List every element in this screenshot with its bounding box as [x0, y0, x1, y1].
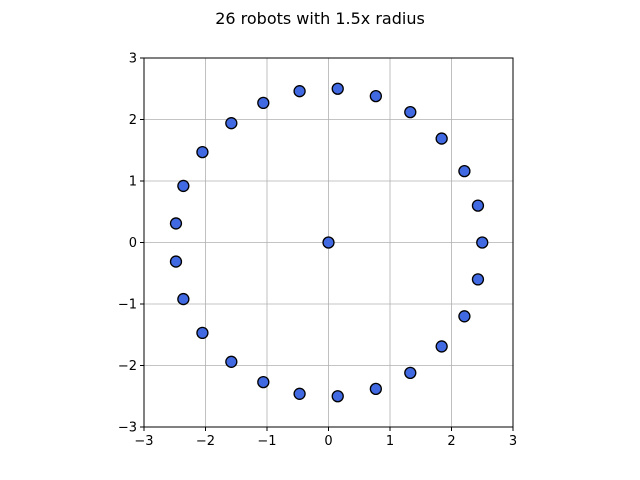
x-tick-label: −3 — [134, 434, 153, 449]
robot-point-22 — [404, 366, 417, 380]
robot-point-12 — [177, 179, 190, 193]
robot-point-8 — [293, 85, 306, 98]
robot-point-15 — [177, 292, 190, 306]
x-tick-label: 3 — [509, 434, 517, 449]
robot-point-24 — [458, 310, 471, 323]
robot-point-6 — [369, 89, 383, 103]
y-tick-label: 2 — [129, 113, 137, 128]
robot-point-20 — [331, 390, 344, 403]
y-tick-label: 0 — [129, 236, 137, 251]
robot-point-23 — [435, 340, 448, 353]
robot-point-2 — [471, 199, 485, 212]
robot-point-16 — [196, 326, 209, 340]
robot-point-3 — [458, 165, 471, 178]
robot-point-10 — [225, 117, 238, 130]
axis-ticks: −3 −2 −1 0 1 2 3 −3 −2 −1 0 1 2 3 — [118, 52, 517, 450]
y-tick-label: −1 — [118, 298, 137, 313]
robot-point-9 — [257, 96, 270, 110]
robot-point-17 — [225, 355, 238, 368]
robot-point-7 — [331, 82, 344, 95]
robot-point-5 — [404, 105, 417, 119]
robot-point-18 — [257, 375, 270, 389]
x-tick-label: −2 — [196, 434, 215, 449]
x-tick-label: 2 — [447, 434, 455, 449]
robot-point-0 — [322, 236, 335, 249]
y-tick-label: −2 — [118, 359, 137, 374]
y-tick-label: 1 — [129, 175, 137, 190]
robot-point-11 — [196, 145, 209, 159]
robot-point-19 — [293, 387, 306, 400]
robot-point-1 — [476, 236, 489, 249]
y-tick-label: 3 — [129, 52, 137, 67]
robot-point-4 — [435, 132, 448, 145]
data-points — [169, 82, 489, 403]
chart-title: 26 robots with 1.5x radius — [215, 9, 425, 28]
robot-point-25 — [471, 273, 485, 286]
robot-point-14 — [169, 255, 183, 268]
x-tick-label: −1 — [257, 434, 276, 449]
y-tick-label: −3 — [118, 421, 137, 436]
x-tick-label: 1 — [386, 434, 394, 449]
robot-point-13 — [169, 217, 183, 230]
x-tick-label: 0 — [324, 434, 332, 449]
robot-point-21 — [369, 382, 383, 396]
